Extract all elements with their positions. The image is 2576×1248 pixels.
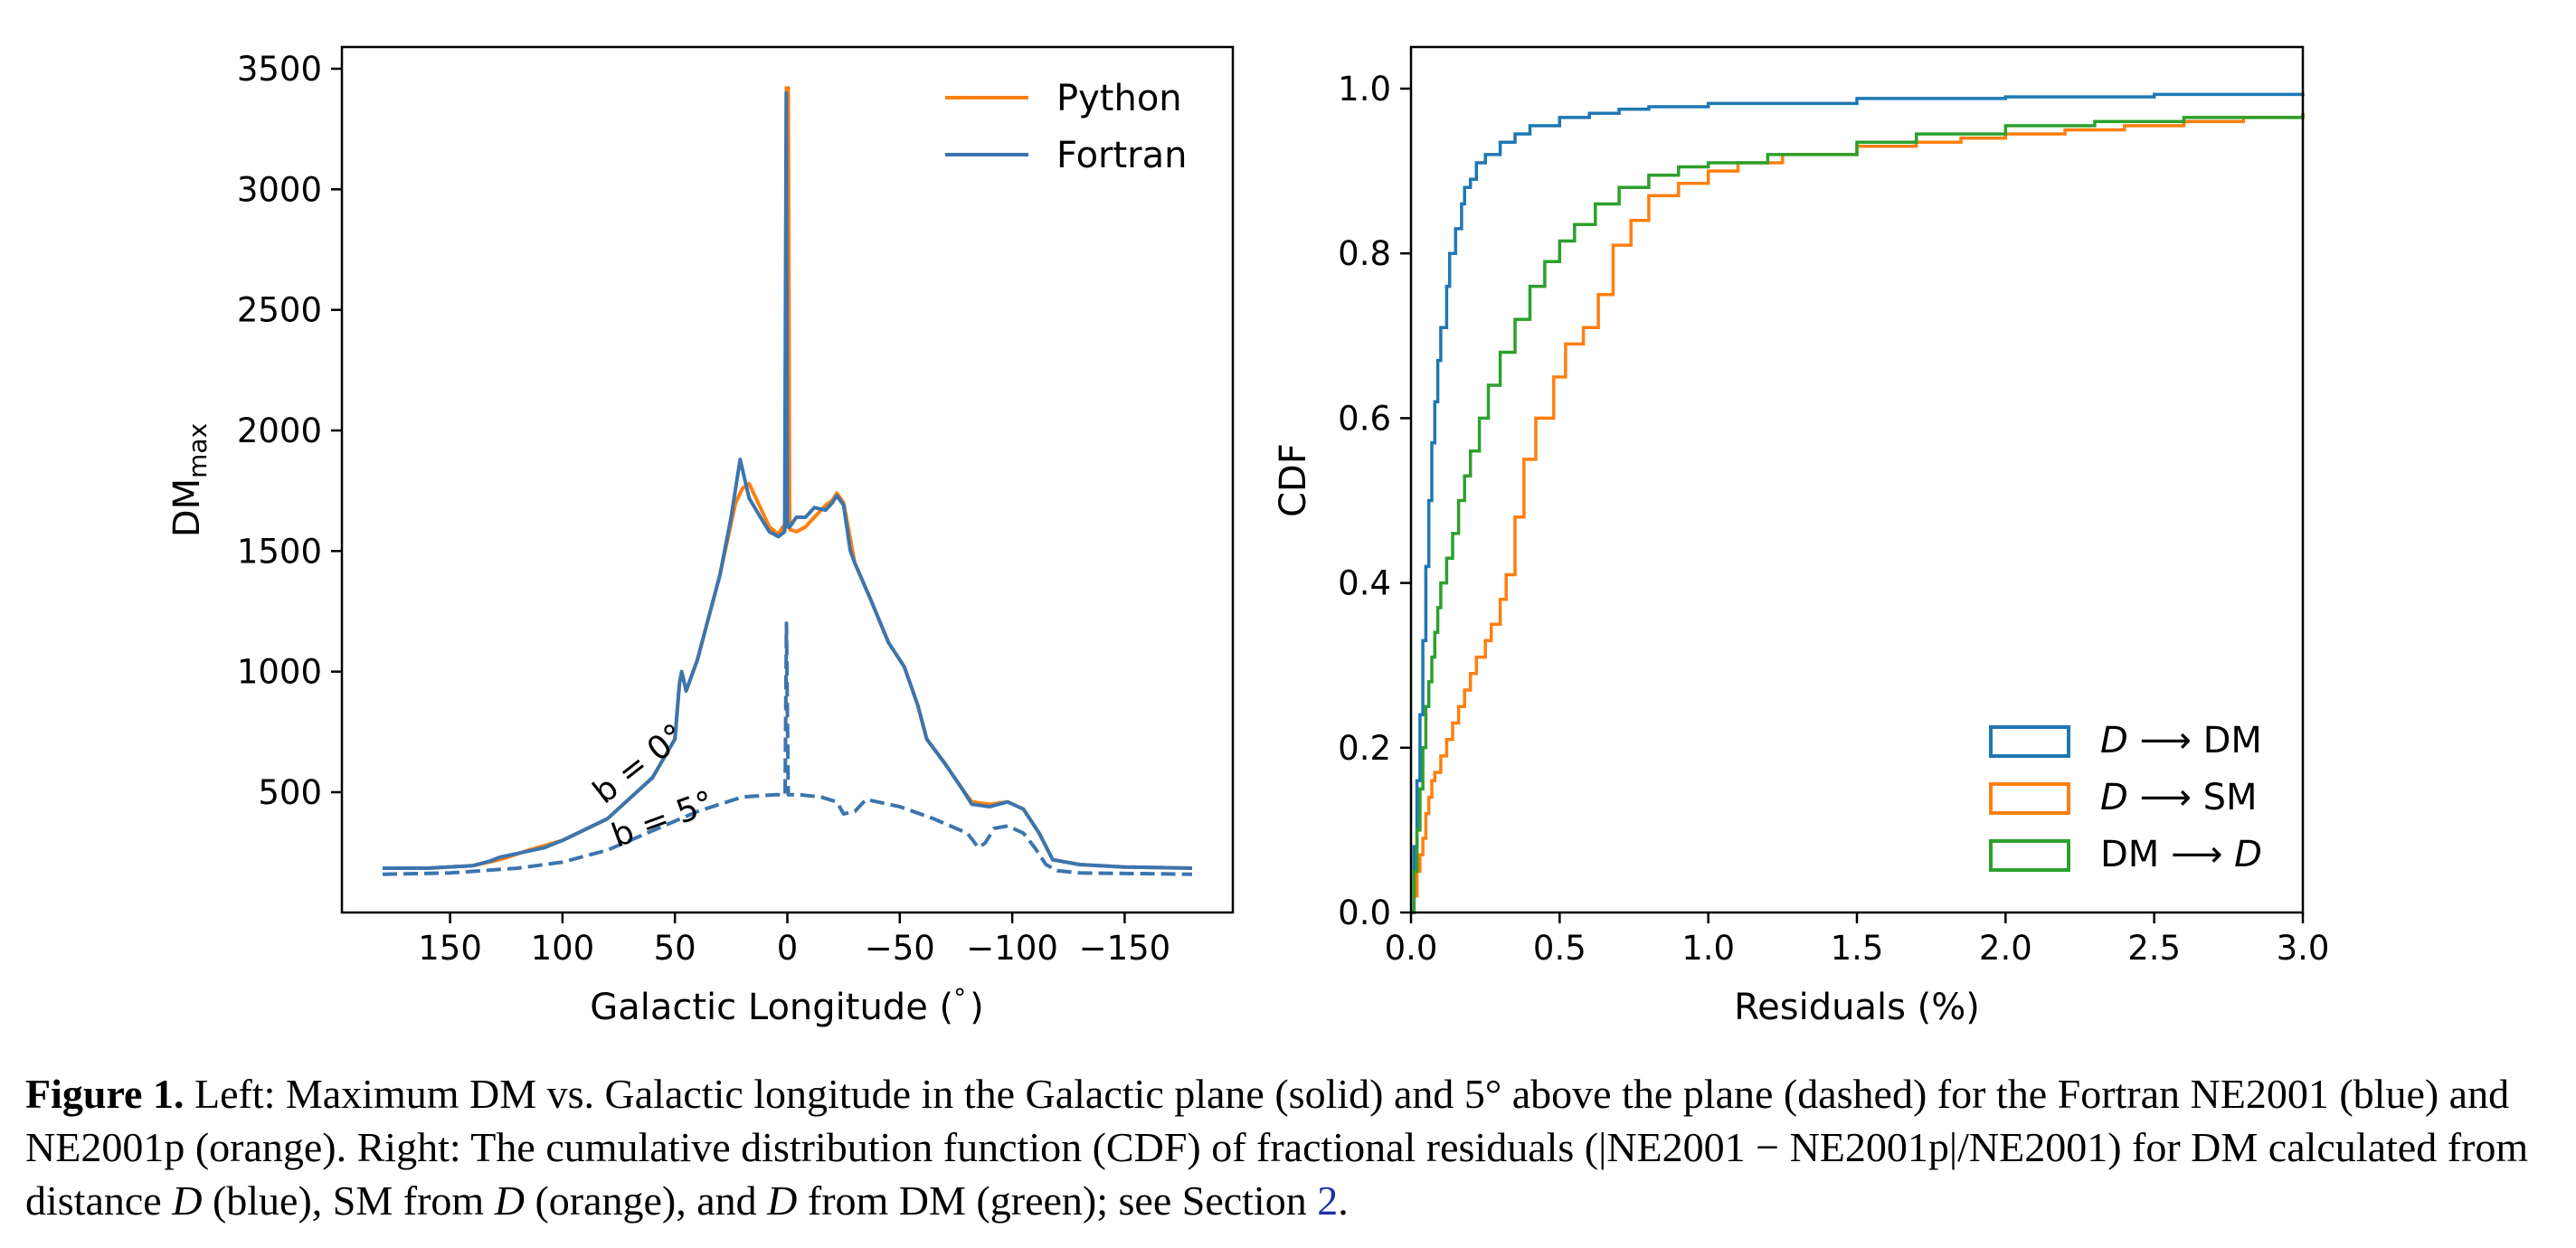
left-chart-lines [382,86,1193,876]
right-legend: D ⟶ DM D ⟶ SM DM ⟶ D [1989,720,2262,875]
legend-swatch-d-sm [1989,782,2070,815]
left-x-tick-label: 150 [418,929,482,968]
right-y-tick-label: 0.4 [1338,564,1391,603]
right-x-tick-label: 0.5 [1533,929,1586,968]
left-y-tick-label: 500 [258,773,322,812]
legend-label-d-sm-part2: ⟶ SM [2128,777,2258,818]
legend-label-d-sm: D ⟶ SM [2100,777,2258,818]
right-y-axis-title: CDF [1273,443,1314,517]
left-x-tick-label: 0 [777,929,799,968]
legend-label-python: Python [1056,78,1182,119]
caption-text-1: Left: Maximum DM vs. Galactic longitude … [25,1071,2529,1224]
right-x-ticks: 0.0 0.5 1.0 1.5 2.0 2.5 3.0 [1385,912,2330,968]
legend-label-d-dm: D ⟶ DM [2100,720,2262,761]
cdf-line-dm-d [1411,113,2305,914]
left-x-tick-label: −50 [865,929,935,968]
right-plot-frame [1409,45,2305,914]
legend-swatch-dm-d [1989,839,2070,872]
left-x-tick-label: 100 [531,929,595,968]
legend-label-dm-d: DM ⟶ D [2100,834,2262,875]
caption-var-d-2: D [494,1177,525,1224]
right-x-tick-label: 1.5 [1831,929,1884,968]
figure-canvas: 150 100 50 0 −50 −100 −150 5001000150020002500… [166,45,2330,1028]
caption-section-link[interactable]: 2 [1317,1177,1339,1224]
left-x-tick-label: 50 [654,929,696,968]
caption-var-d-1: D [172,1177,203,1224]
left-x-axis-title: Galactic Longitude (°) [590,983,984,1028]
legend-label-d-sm-part1: D [2100,777,2128,818]
series-line-fortran-b0 [383,90,1193,870]
left-y-axis-title: DMmax [166,423,213,537]
left-x-tick-label: −150 [1079,929,1171,968]
left-y-tick-label: 3500 [237,50,322,89]
caption-text-2: (blue), SM from [202,1177,495,1224]
left-legend: Python Fortran [945,78,1188,176]
left-y-tick-label: 1000 [237,653,322,692]
left-y-tick-label: 2500 [237,291,322,330]
degree-symbol: ° [953,983,966,1013]
left-y-tick-label: 3000 [237,170,322,209]
legend-label-d-dm-part1: D [2100,720,2128,761]
left-plot-frame [340,45,1235,914]
right-x-tick-label: 3.0 [2277,929,2330,968]
figure-caption: Figure 1. Left: Maximum DM vs. Galactic … [25,1067,2549,1227]
caption-text-5: . [1338,1177,1349,1224]
caption-text-4: from DM (green); see Section [797,1177,1318,1224]
legend-label-fortran: Fortran [1056,135,1188,176]
left-y-axis-title-sub: max [183,423,213,478]
right-y-tick-label: 0.8 [1338,234,1391,273]
left-x-axis-title-close: ) [970,987,984,1028]
left-y-tick-label: 2000 [237,411,322,450]
right-y-tick-label: 1.0 [1338,70,1391,109]
legend-label-dm-d-part1: DM ⟶ [2100,834,2234,875]
legend-label-d-dm-part2: ⟶ DM [2128,720,2262,761]
left-x-tick-label: −100 [966,929,1058,968]
legend-label-dm-d-part2: D [2234,834,2262,875]
left-x-axis-title-text: Galactic Longitude ( [590,987,953,1028]
left-chart: 150 100 50 0 −50 −100 −150 5001000150020002500… [166,45,1235,1028]
right-y-tick-label: 0.0 [1338,893,1391,932]
right-y-tick-label: 0.2 [1338,729,1391,768]
left-x-ticks: 150 100 50 0 −50 −100 −150 [418,912,1170,968]
right-x-tick-label: 2.5 [2127,929,2181,968]
legend-swatch-d-dm [1989,725,2070,758]
left-y-tick-label: 1500 [237,532,322,571]
right-x-tick-label: 2.0 [1979,929,2032,968]
caption-label: Figure 1. [25,1071,185,1117]
right-x-tick-label: 1.0 [1681,929,1735,968]
left-y-ticks: 500 1000 1500 2000 2500 3000 3500 [237,50,342,812]
right-y-tick-label: 0.6 [1338,399,1391,438]
left-y-axis-title-main: DM [166,478,208,537]
series-line-fortran-b5 [382,621,1193,876]
caption-text-3: (orange), and [524,1177,768,1224]
caption-var-d-3: D [767,1177,798,1224]
right-chart-lines [1411,92,2305,914]
right-x-axis-title: Residuals (%) [1734,987,1980,1028]
right-chart: 0.0 0.5 1.0 1.5 2.0 2.5 3.0 0.0 0.2 0.4 0.6 0.8 1.0… [1273,45,2330,1028]
cdf-line-d-dm [1411,92,2305,914]
right-x-tick-label: 0.0 [1385,929,1438,968]
right-y-ticks: 0.0 0.2 0.4 0.6 0.8 1.0 [1338,70,1411,932]
